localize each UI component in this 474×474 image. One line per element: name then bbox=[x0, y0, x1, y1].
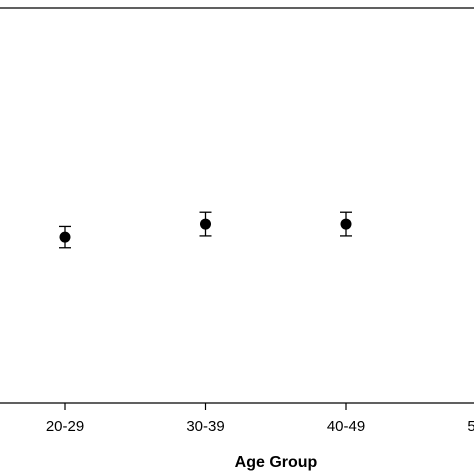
data-point bbox=[200, 218, 211, 230]
x-axis-title: Age Group bbox=[235, 454, 318, 471]
data-point bbox=[59, 231, 71, 243]
x-tick-label: 30-39 bbox=[186, 418, 224, 435]
x-tick-label: 50-59 bbox=[467, 418, 474, 435]
x-tick-label: 20-29 bbox=[46, 418, 84, 435]
x-tick-label: 40-49 bbox=[327, 418, 365, 435]
data-point bbox=[340, 218, 352, 230]
